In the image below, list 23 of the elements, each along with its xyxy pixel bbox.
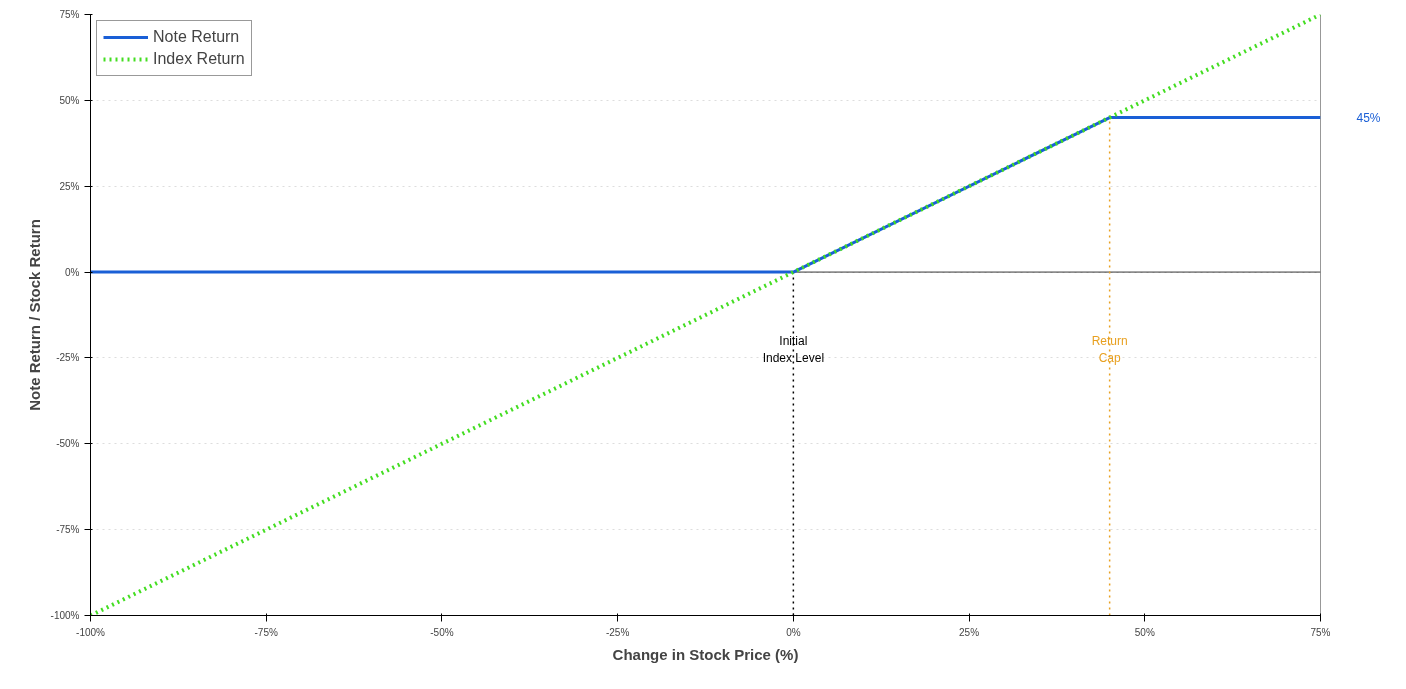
- x-tick-label: -50%: [430, 626, 454, 638]
- x-tick-label: -25%: [605, 626, 630, 638]
- y-tick-label: 25%: [59, 180, 80, 192]
- x-tick-label: 50%: [1134, 626, 1155, 638]
- y-tick-label: -25%: [56, 352, 80, 364]
- y-tick-label: 50%: [59, 94, 80, 106]
- y-tick-label: -100%: [50, 610, 80, 621]
- x-axis-title: Change in Stock Price (%): [612, 645, 799, 663]
- y-tick-label: -75%: [56, 524, 80, 536]
- x-tick-label: 0%: [786, 626, 801, 638]
- y-tick-label: 75%: [59, 9, 80, 20]
- y-axis-title: Note Return / Stock Return: [25, 219, 43, 411]
- x-tick-label: -100%: [76, 626, 106, 638]
- x-tick-label: 75%: [1310, 626, 1331, 638]
- ref-line-label: Initial Index Level: [762, 333, 825, 365]
- legend-label: Index Return: [153, 50, 245, 68]
- y-tick-label: -50%: [56, 438, 80, 450]
- y-tick-label: 0%: [65, 266, 80, 278]
- text: 45%: [1356, 110, 1381, 125]
- x-tick-label: 25%: [959, 626, 980, 638]
- x-tick-label: -75%: [254, 626, 278, 638]
- ref-line-label: Return Cap: [1091, 333, 1128, 365]
- legend-label: Note Return: [153, 28, 240, 46]
